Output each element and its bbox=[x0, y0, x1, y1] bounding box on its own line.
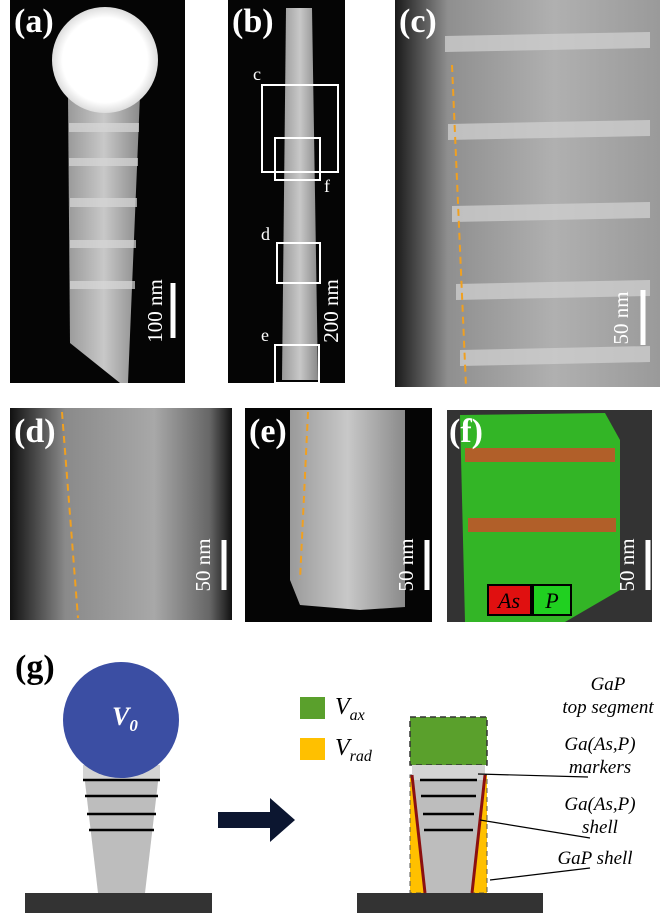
annotation: GaP shell bbox=[557, 848, 632, 869]
legend-label: Vax bbox=[335, 694, 365, 724]
subscript: rad bbox=[350, 748, 373, 765]
panel-label: (e) bbox=[249, 413, 287, 450]
panel-a: (a) 100 nm bbox=[10, 0, 185, 383]
box-label: d bbox=[261, 224, 270, 244]
scale-label: 50 nm bbox=[394, 538, 418, 591]
annotation: shell bbox=[582, 817, 618, 838]
box-label: f bbox=[324, 176, 330, 196]
scale-label: 100 nm bbox=[143, 279, 167, 343]
annotation: markers bbox=[569, 757, 631, 778]
annotation: Ga(As,P) bbox=[564, 794, 635, 815]
panel-e: (e) 50 nm bbox=[245, 408, 432, 622]
panel-label: (c) bbox=[399, 3, 437, 40]
scale-label: 50 nm bbox=[615, 538, 639, 591]
panel-f: As P (f) 50 nm bbox=[447, 410, 652, 622]
panel-d: (d) 50 nm bbox=[10, 408, 232, 620]
box-label: c bbox=[253, 64, 261, 84]
legend-label: Vrad bbox=[335, 735, 373, 765]
scale-label: 50 nm bbox=[191, 538, 215, 591]
panel-c: (c) 50 nm bbox=[395, 0, 660, 387]
box-label: e bbox=[261, 325, 269, 345]
annotation: Ga(As,P) bbox=[564, 734, 635, 755]
panel-label: (f) bbox=[449, 413, 483, 450]
scale-label: 200 nm bbox=[319, 279, 343, 343]
panel-g: (g) V0 Vax Vrad GaP top segment Ga(As,P)… bbox=[15, 649, 654, 913]
scale-label: 50 nm bbox=[609, 291, 633, 344]
panel-label: (g) bbox=[15, 649, 55, 686]
subscript: 0 bbox=[129, 716, 138, 735]
panel-label: (d) bbox=[14, 413, 56, 450]
annotation: top segment bbox=[562, 697, 654, 718]
subscript: ax bbox=[350, 707, 365, 724]
legend-label: P bbox=[544, 588, 558, 613]
panel-label: (a) bbox=[14, 3, 54, 40]
panel-b: c f d e (b) 200 nm bbox=[228, 0, 349, 383]
legend-label: As bbox=[496, 588, 520, 613]
figure: (a) 100 nm c f d e (b) 200 nm (c) 50 nm … bbox=[0, 0, 670, 913]
annotation: GaP bbox=[591, 674, 626, 695]
panel-label: (b) bbox=[232, 3, 274, 40]
